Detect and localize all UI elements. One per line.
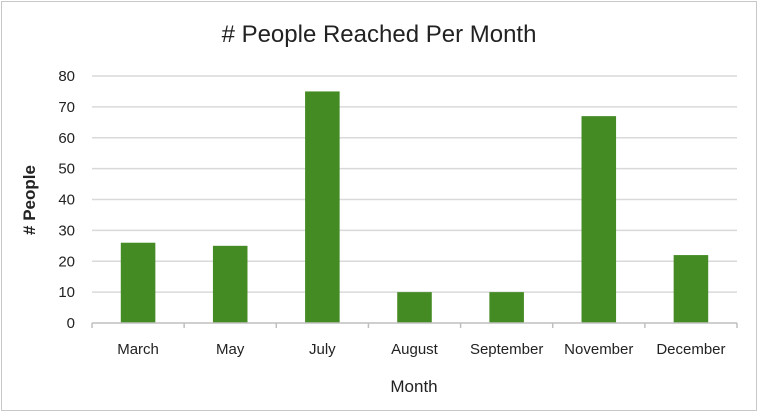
- y-tick-label: 60: [58, 130, 75, 147]
- y-tick-label: 30: [58, 222, 75, 239]
- x-tick-label: May: [216, 341, 245, 358]
- grid-lines: [92, 75, 737, 293]
- bar-december: [673, 255, 709, 323]
- bar-july: [305, 91, 340, 323]
- bar-november: [581, 116, 617, 323]
- y-axis-title: # People: [20, 165, 39, 235]
- x-tick-label: December: [656, 341, 725, 358]
- y-tick-label: 80: [58, 68, 75, 85]
- chart-title: # People Reached Per Month: [222, 21, 537, 48]
- y-tick-label: 0: [67, 315, 75, 332]
- x-axis-ticks: March May July August September November Decem…: [91, 323, 738, 358]
- y-tick-label: 50: [58, 161, 75, 178]
- x-axis-title: Month: [390, 377, 437, 396]
- bar-september: [489, 292, 524, 323]
- bar-march: [120, 242, 156, 323]
- bar-august: [397, 292, 432, 323]
- x-tick-label: November: [564, 341, 633, 358]
- bar-may: [212, 245, 248, 323]
- y-axis-ticks: 0 10 20 30 40 50 60 70 80: [58, 68, 75, 332]
- x-tick-label: August: [391, 341, 439, 358]
- bars: [120, 91, 709, 323]
- y-tick-label: 40: [58, 192, 75, 209]
- y-tick-label: 20: [58, 253, 75, 270]
- y-tick-label: 10: [58, 284, 75, 301]
- y-tick-label: 70: [58, 99, 75, 116]
- x-tick-label: September: [470, 341, 543, 358]
- x-tick-label: July: [309, 341, 336, 358]
- x-tick-label: March: [117, 341, 159, 358]
